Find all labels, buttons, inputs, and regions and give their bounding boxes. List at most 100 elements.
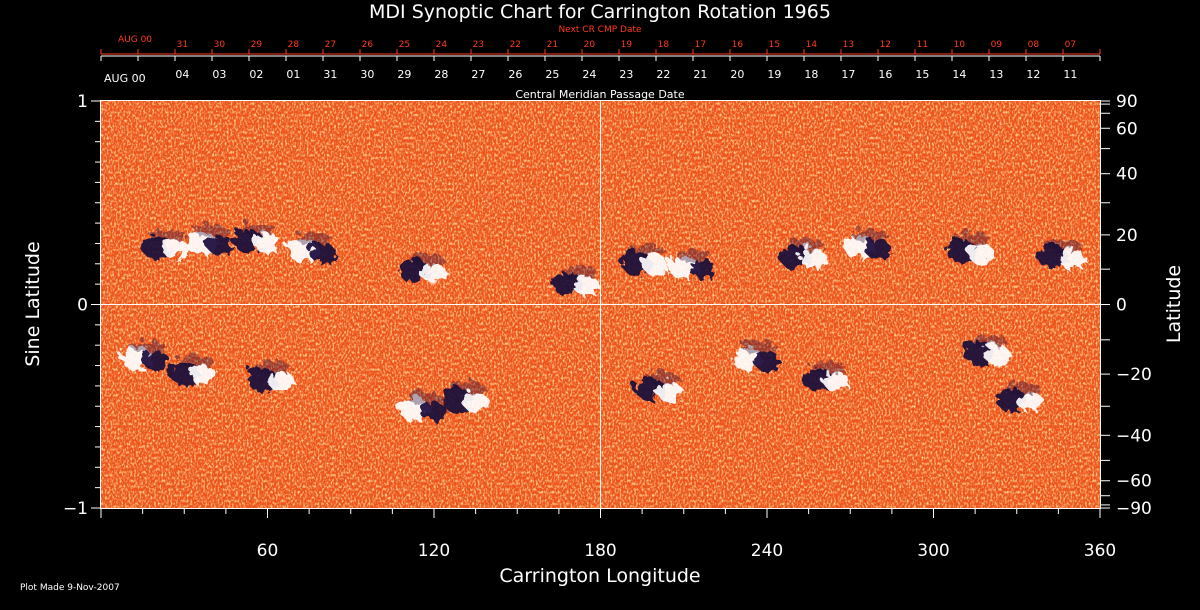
cmp-date-label: 18: [804, 68, 818, 81]
x-tick-label: 120: [418, 541, 450, 561]
polarity-patch: [797, 245, 824, 266]
next-cr-cmp-date-label: Next CR CMP Date: [558, 25, 642, 35]
next-cr-date-label: 08: [1028, 40, 1040, 50]
polarity-patch: [458, 388, 485, 409]
active-region: [618, 241, 666, 272]
next-cr-date-label: 15: [769, 40, 780, 50]
plage-halo: [1042, 235, 1079, 248]
plage-halo: [640, 367, 676, 380]
plage-halo: [626, 241, 663, 254]
y-right-tick-label: 0: [1116, 296, 1127, 316]
next-cr-date-label: 17: [695, 40, 706, 50]
next-cr-date-label: 18: [658, 40, 670, 50]
polarity-patch: [1055, 245, 1082, 266]
next-cr-date-label: 07: [1065, 40, 1076, 50]
polarity-patch: [653, 377, 679, 398]
polarity-patch: [186, 361, 213, 382]
active-region: [729, 337, 777, 368]
x-tick-label: 240: [751, 541, 783, 561]
polarity-patch: [250, 229, 277, 250]
plage-halo: [404, 249, 441, 262]
active-region: [138, 225, 186, 256]
y-right-tick-label: −60: [1116, 472, 1152, 492]
cmp-date-label: 11: [1063, 68, 1077, 81]
cmp-date-label: 30: [360, 68, 374, 81]
active-region: [840, 225, 888, 256]
next-cr-date-label: 28: [288, 40, 300, 50]
active-region: [437, 378, 485, 409]
cmp-date-label: 12: [1026, 68, 1040, 81]
y-right-tick-label: −20: [1116, 365, 1152, 385]
cmp-date-label: 14: [952, 68, 966, 81]
plage-halo: [1000, 378, 1037, 391]
plage-halo: [445, 378, 482, 391]
plage-halo: [556, 262, 593, 275]
cmp-date-label: 13: [989, 68, 1003, 81]
axes-ticks: 60 120 180 240 300 360 1 0 −1 90 60 40 20 0 −20 −40 −60 −…: [63, 92, 1152, 561]
x-tick-label: 300: [917, 541, 949, 561]
next-cr-date-label: 26: [362, 40, 374, 50]
next-cr-date-label: 13: [843, 40, 854, 50]
next-cr-date-label: 31: [177, 40, 188, 50]
cmp-date-label: 29: [397, 68, 411, 81]
next-cr-date-label: 24: [436, 40, 448, 50]
plage-halo: [737, 337, 774, 350]
polarity-patch: [159, 235, 186, 256]
cmp-date-label: 23: [619, 68, 633, 81]
active-region: [665, 245, 713, 276]
polarity-patch: [963, 239, 990, 260]
polarity-patch: [819, 367, 846, 388]
polarity-patch: [203, 231, 230, 252]
next-cr-date-label: 29: [251, 40, 263, 50]
polarity-patch: [980, 341, 1007, 362]
plage-halo: [848, 225, 885, 238]
plage-halo: [173, 351, 210, 364]
next-cr-date-label: 20: [584, 40, 596, 50]
next-cr-date-label: 30: [214, 40, 226, 50]
cmp-date-label: 31: [323, 68, 337, 81]
polarity-patch: [264, 367, 291, 388]
chart-title: MDI Synoptic Chart for Carrington Rotati…: [369, 1, 831, 23]
cmp-date-label: 02: [249, 68, 263, 81]
next-cr-date-label: 21: [547, 40, 558, 50]
polarity-patch: [139, 347, 166, 368]
next-cr-date-label: 25: [399, 40, 410, 50]
plot-made-note: Plot Made 9-Nov-2007: [20, 583, 120, 593]
active-region: [992, 378, 1040, 409]
active-region: [118, 337, 166, 368]
cmp-date-label: 25: [545, 68, 559, 81]
plage-halo: [404, 388, 441, 401]
active-region: [632, 367, 679, 398]
y-right-tick-label: 60: [1116, 119, 1138, 139]
polarity-patch: [1013, 388, 1040, 409]
cmp-date-label: 01: [286, 68, 300, 81]
next-cr-date-label: 14: [806, 40, 818, 50]
cmp-start-label: AUG 00: [104, 72, 146, 85]
plage-halo: [251, 357, 288, 370]
active-region: [285, 229, 333, 260]
cmp-date-label: 20: [730, 68, 744, 81]
cmp-date-label: 16: [878, 68, 892, 81]
polarity-patch: [686, 255, 713, 276]
active-region: [798, 357, 846, 388]
next-cr-date-label: 23: [473, 40, 484, 50]
y-right-tick-label: 90: [1116, 92, 1138, 112]
polarity-patch: [639, 251, 666, 272]
plage-halo: [673, 245, 710, 258]
plage-halo: [950, 229, 987, 242]
y-right-tick-label: 20: [1116, 226, 1138, 246]
active-region: [548, 262, 596, 293]
polarity-patch: [861, 235, 888, 256]
next-cr-date-label: 12: [880, 40, 891, 50]
active-region: [396, 249, 444, 280]
y-right-tick-label: −90: [1116, 499, 1152, 519]
next-cr-date-label: 10: [954, 40, 966, 50]
cmp-date-axis: AUG 00 Central Meridian Passage Date 04 0…: [100, 55, 1101, 101]
cmp-date-label: 04: [175, 68, 189, 81]
cmp-date-label: 26: [508, 68, 522, 81]
active-region: [243, 357, 291, 388]
cmp-date-label: 27: [471, 68, 485, 81]
polarity-patch: [417, 398, 444, 419]
polarity-patch: [306, 239, 333, 260]
next-cr-date-label: 09: [991, 40, 1003, 50]
